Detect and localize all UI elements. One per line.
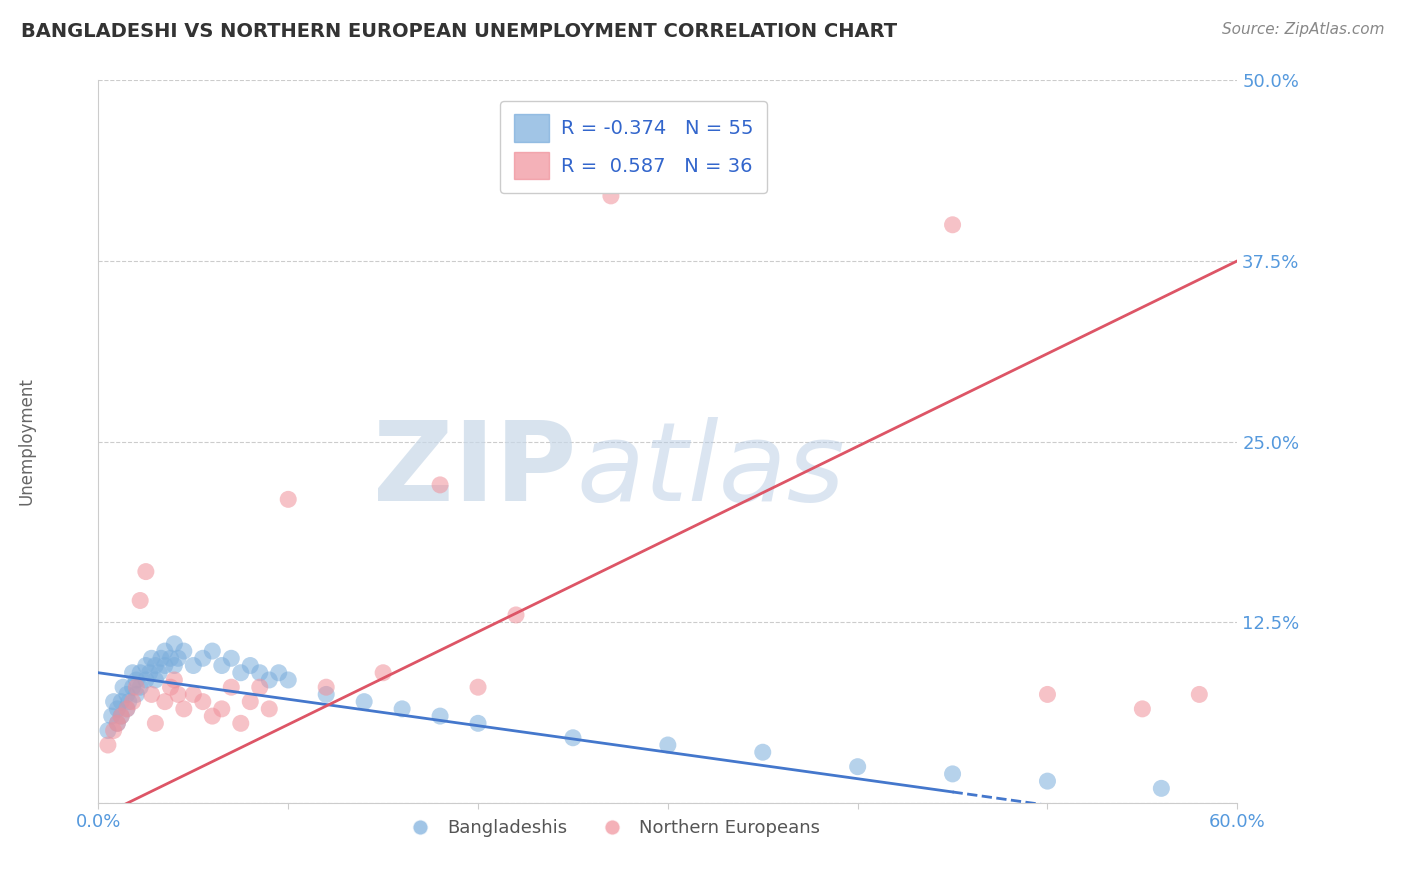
- Point: [159, 680, 181, 694]
- Point: [150, 651, 173, 665]
- Point: [183, 687, 205, 701]
- Point: [391, 702, 413, 716]
- Point: [942, 767, 965, 781]
- Point: [163, 637, 186, 651]
- Point: [141, 687, 163, 701]
- Point: [505, 607, 527, 622]
- Point: [183, 658, 205, 673]
- Point: [259, 702, 281, 716]
- Point: [110, 709, 132, 723]
- Point: [239, 658, 262, 673]
- Point: [371, 665, 394, 680]
- Point: [118, 695, 141, 709]
- Point: [249, 665, 271, 680]
- Point: [353, 695, 375, 709]
- Point: [239, 695, 262, 709]
- Point: [135, 673, 157, 687]
- Text: atlas: atlas: [576, 417, 845, 524]
- Point: [467, 716, 489, 731]
- Point: [562, 731, 585, 745]
- Text: ZIP: ZIP: [374, 417, 576, 524]
- Point: [141, 651, 163, 665]
- Point: [1132, 702, 1154, 716]
- Point: [173, 644, 195, 658]
- Point: [267, 665, 290, 680]
- Point: [97, 723, 120, 738]
- Point: [249, 680, 271, 694]
- Point: [167, 687, 190, 701]
- Point: [121, 695, 143, 709]
- Point: [135, 658, 157, 673]
- Point: [110, 695, 132, 709]
- Point: [103, 695, 125, 709]
- Point: [942, 218, 965, 232]
- Point: [121, 665, 143, 680]
- Point: [125, 687, 148, 701]
- Point: [145, 673, 167, 687]
- Text: BANGLADESHI VS NORTHERN EUROPEAN UNEMPLOYMENT CORRELATION CHART: BANGLADESHI VS NORTHERN EUROPEAN UNEMPLO…: [21, 22, 897, 41]
- Point: [429, 478, 451, 492]
- Point: [153, 658, 176, 673]
- Point: [846, 760, 869, 774]
- Point: [125, 673, 148, 687]
- Point: [107, 716, 129, 731]
- Point: [221, 680, 243, 694]
- Point: [163, 658, 186, 673]
- Point: [191, 695, 214, 709]
- Point: [153, 644, 176, 658]
- Point: [97, 738, 120, 752]
- Legend: Bangladeshis, Northern Europeans: Bangladeshis, Northern Europeans: [395, 812, 827, 845]
- Point: [145, 716, 167, 731]
- Point: [657, 738, 679, 752]
- Point: [429, 709, 451, 723]
- Point: [112, 680, 135, 694]
- Point: [229, 716, 252, 731]
- Point: [110, 709, 132, 723]
- Point: [211, 658, 233, 673]
- Point: [1036, 774, 1059, 789]
- Point: [201, 644, 224, 658]
- Point: [600, 189, 623, 203]
- Point: [115, 702, 138, 716]
- Point: [201, 709, 224, 723]
- Point: [103, 723, 125, 738]
- Point: [129, 593, 152, 607]
- Point: [129, 665, 152, 680]
- Y-axis label: Unemployment: Unemployment: [18, 377, 37, 506]
- Point: [467, 680, 489, 694]
- Point: [159, 651, 181, 665]
- Point: [135, 565, 157, 579]
- Point: [115, 702, 138, 716]
- Point: [221, 651, 243, 665]
- Point: [145, 658, 167, 673]
- Point: [100, 709, 122, 723]
- Point: [1188, 687, 1211, 701]
- Point: [259, 673, 281, 687]
- Point: [277, 492, 299, 507]
- Point: [107, 702, 129, 716]
- Point: [163, 673, 186, 687]
- Point: [315, 680, 337, 694]
- Point: [167, 651, 190, 665]
- Point: [211, 702, 233, 716]
- Point: [1150, 781, 1173, 796]
- Point: [107, 716, 129, 731]
- Point: [173, 702, 195, 716]
- Point: [148, 665, 170, 680]
- Point: [153, 695, 176, 709]
- Point: [1036, 687, 1059, 701]
- Point: [138, 665, 160, 680]
- Point: [191, 651, 214, 665]
- Point: [277, 673, 299, 687]
- Point: [125, 680, 148, 694]
- Text: Source: ZipAtlas.com: Source: ZipAtlas.com: [1222, 22, 1385, 37]
- Point: [129, 680, 152, 694]
- Point: [121, 680, 143, 694]
- Point: [752, 745, 775, 759]
- Point: [115, 687, 138, 701]
- Point: [229, 665, 252, 680]
- Point: [315, 687, 337, 701]
